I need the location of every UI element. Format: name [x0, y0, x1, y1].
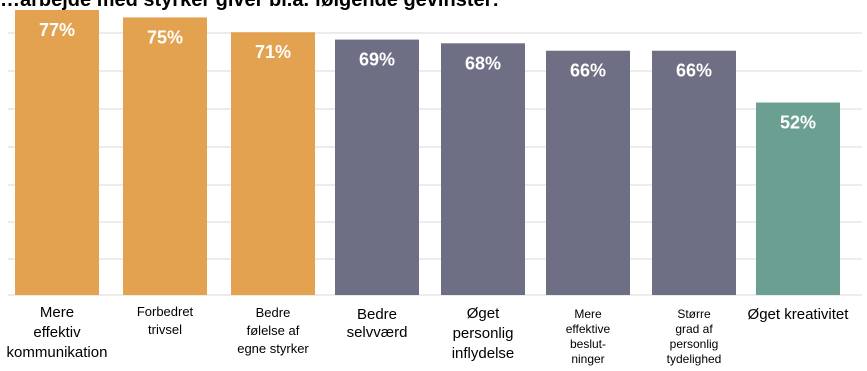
bar-7 — [652, 50, 736, 295]
bar-8 — [756, 102, 840, 295]
bar-2 — [123, 17, 207, 296]
category-label-6: Mere effektive beslut-ninger — [566, 307, 611, 366]
category-label-5: Øget personlig inflydelse — [452, 305, 515, 362]
value-label-3: 71% — [255, 42, 291, 62]
bar-1 — [15, 10, 99, 295]
bar-6 — [546, 50, 630, 295]
value-label-5: 68% — [465, 53, 501, 73]
category-label-1: Mere effektiv kommunikation — [7, 304, 108, 361]
category-label-7: Større grad af personlig tydelighed — [667, 307, 722, 366]
value-label-2: 75% — [147, 27, 183, 47]
category-label-2: Forbedret trivsel — [137, 304, 194, 337]
bar-4 — [335, 39, 419, 296]
chart-title-fragment: …arbejde med styrker giver bl.a. følgend… — [0, 0, 500, 11]
bar-3 — [231, 32, 315, 295]
value-label-7: 66% — [676, 61, 712, 81]
category-label-3: Bedre følelse af egne styrker — [237, 305, 309, 356]
value-label-8: 52% — [780, 113, 816, 133]
value-label-4: 69% — [359, 50, 395, 70]
value-label-1: 77% — [39, 20, 75, 40]
bar-5 — [441, 43, 525, 295]
category-label-8: Øget kreativitet — [748, 306, 850, 323]
value-label-6: 66% — [570, 61, 606, 81]
category-label-4: Bedre selvværd — [347, 306, 408, 341]
